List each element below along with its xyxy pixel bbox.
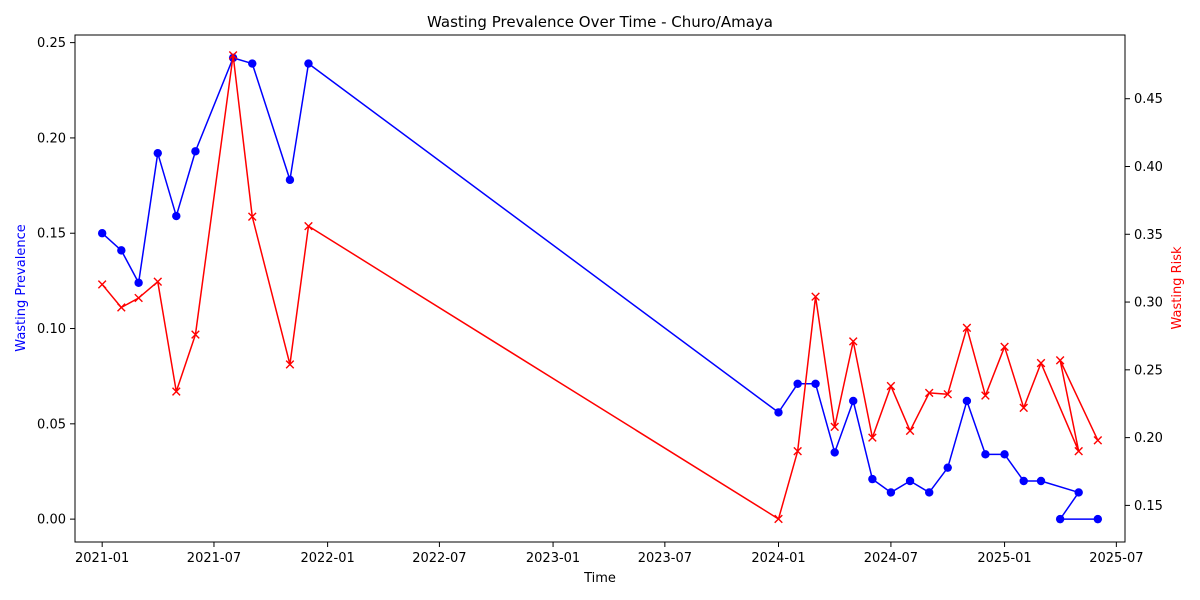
data-point-risk (774, 514, 783, 524)
data-point-risk (981, 391, 990, 400)
x-tick-label: 2022-01 (300, 551, 354, 566)
y-right-tick-label: 0.40 (1134, 160, 1163, 175)
y-right-tick-label: 0.35 (1134, 228, 1163, 243)
x-tick-label: 2024-07 (864, 551, 918, 566)
x-tick-label: 2025-01 (977, 551, 1031, 566)
y-left-tick-label: 0.20 (37, 131, 66, 146)
data-point-risk (811, 292, 820, 301)
data-point-risk (868, 433, 877, 442)
x-tick-label: 2021-01 (75, 551, 129, 566)
series-line-risk (101, 54, 1099, 520)
x-tick-label: 2021-07 (187, 551, 241, 566)
data-point-risk (1055, 356, 1065, 365)
y-left-tick-label: 0.05 (37, 417, 66, 432)
data-point-risk (886, 381, 896, 391)
data-point-prevalence (153, 148, 162, 158)
data-point-risk (1093, 436, 1103, 445)
data-point-prevalence (774, 408, 783, 417)
series-line-prevalence (101, 57, 1098, 520)
data-point-risk (830, 422, 840, 432)
data-point-prevalence (793, 379, 802, 389)
data-point-risk (962, 323, 972, 333)
data-point-prevalence (117, 246, 126, 255)
data-point-prevalence (1093, 514, 1103, 524)
data-point-risk (97, 280, 107, 289)
y-axis-right-label: Wasting Risk (1170, 246, 1185, 330)
data-point-prevalence (905, 476, 915, 486)
data-point-prevalence (981, 450, 990, 459)
data-point-prevalence (172, 211, 181, 221)
plot-area (97, 51, 1103, 524)
data-point-risk (117, 303, 126, 312)
y-right-tick-label: 0.20 (1134, 431, 1163, 446)
data-point-prevalence (830, 448, 839, 457)
data-point-risk (1074, 446, 1083, 456)
data-point-risk (228, 51, 238, 60)
data-point-prevalence (285, 175, 295, 185)
data-point-prevalence (849, 396, 858, 406)
y-left-tick-label: 0.10 (37, 322, 66, 337)
y-axis-right-ticks: 0.15 0.20 0.25 0.30 0.35 0.40 0.45 (1125, 92, 1163, 514)
data-point-prevalence (97, 229, 107, 238)
data-point-prevalence (191, 147, 200, 156)
data-point-risk (943, 389, 953, 399)
y-axis-left-ticks: 0.00 0.05 0.10 0.15 0.20 0.25 (37, 36, 75, 528)
data-point-risk (924, 388, 934, 398)
y-right-tick-label: 0.45 (1134, 92, 1163, 107)
chart-title: Wasting Prevalence Over Time - Churo/Ama… (427, 13, 773, 31)
data-point-prevalence (962, 396, 972, 406)
data-point-risk (191, 330, 200, 339)
y-right-tick-label: 0.15 (1134, 499, 1163, 514)
data-point-risk (285, 360, 295, 369)
data-point-risk (171, 387, 181, 396)
data-point-prevalence (811, 379, 820, 389)
data-point-risk (153, 277, 163, 287)
x-tick-label: 2023-01 (526, 551, 580, 566)
x-tick-label: 2022-07 (412, 551, 466, 566)
data-point-prevalence (1055, 514, 1065, 524)
data-point-prevalence (1019, 476, 1028, 486)
data-point-risk (304, 221, 313, 231)
x-tick-label: 2024-01 (751, 551, 805, 566)
x-axis-ticks: 2021-01 2021-07 2022-01 2022-07 2023-01 2023-… (75, 542, 1144, 566)
y-left-tick-label: 0.25 (37, 36, 66, 51)
x-axis-label: Time (583, 571, 616, 586)
x-tick-label: 2025-07 (1089, 551, 1143, 566)
data-point-prevalence (886, 488, 896, 497)
data-point-prevalence (304, 59, 313, 68)
data-point-prevalence (925, 488, 934, 497)
data-point-prevalence (134, 278, 143, 287)
data-point-risk (1000, 342, 1009, 352)
data-point-risk (247, 212, 257, 221)
y-right-tick-label: 0.30 (1134, 296, 1163, 311)
data-point-prevalence (1074, 488, 1083, 497)
data-point-prevalence (1036, 476, 1046, 486)
plot-frame (74, 34, 1126, 543)
y-right-tick-label: 0.25 (1134, 363, 1163, 378)
y-left-tick-label: 0.15 (37, 227, 66, 242)
data-point-risk (848, 337, 858, 346)
data-point-prevalence (248, 59, 257, 68)
data-point-risk (1036, 358, 1046, 368)
y-axis-left-label: Wasting Prevalence (14, 224, 29, 351)
data-point-prevalence (1000, 450, 1009, 459)
x-tick-label: 2023-07 (638, 551, 692, 566)
data-point-prevalence (943, 463, 952, 472)
data-point-risk (793, 446, 802, 456)
data-point-prevalence (868, 474, 877, 484)
data-point-risk (1019, 403, 1029, 413)
data-point-risk (134, 293, 143, 303)
y-left-tick-label: 0.00 (37, 513, 66, 528)
data-point-risk (905, 426, 915, 436)
